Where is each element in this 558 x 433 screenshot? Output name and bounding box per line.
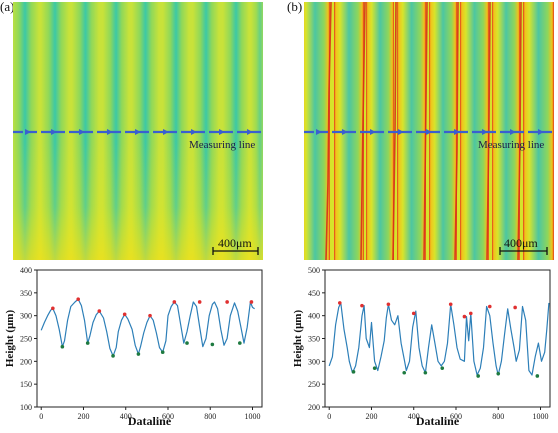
x-tick-label: 400: [408, 412, 420, 421]
scale-bar-a: [212, 247, 259, 255]
y-tick-label: 200: [20, 357, 32, 366]
x-tick-label: 0: [39, 412, 43, 421]
peak-marker: [462, 314, 467, 319]
peak-marker: [487, 304, 492, 309]
valley-marker: [111, 354, 115, 358]
height-profile-line: [328, 302, 550, 376]
height-map-a: Measuring line 400μm: [13, 2, 263, 260]
x-tick-label: 800: [492, 412, 504, 421]
peak-marker: [448, 302, 453, 307]
peak-marker: [76, 297, 80, 302]
y-axis-label: Height (μm): [292, 310, 304, 368]
plot-frame: [324, 269, 551, 408]
y-tick-label: 350: [308, 335, 320, 344]
peak-marker: [386, 302, 391, 307]
panel-label-b: (b): [287, 0, 303, 14]
height-map-b: Measuring line 400μm: [304, 2, 554, 260]
measuring-line-label-b: Measuring line: [478, 139, 544, 151]
valley-marker: [351, 370, 356, 374]
valley-marker: [238, 341, 242, 345]
y-tick-label: 150: [20, 380, 32, 389]
x-tick-label: 800: [204, 412, 216, 421]
y-tick-label: 300: [20, 312, 32, 321]
y-tick-label: 400: [308, 312, 320, 321]
height-profile-svg-b: 200 250 300 350 400 450 500 0 200 400 600 800 1000 Da…: [292, 266, 551, 428]
valley-marker: [476, 374, 480, 378]
panel-label-a: (a): [0, 0, 15, 14]
y-axis-label: Height (μm): [4, 310, 16, 368]
scale-bar-label-b: 400μm: [504, 236, 538, 250]
valley-marker: [402, 370, 407, 375]
scale-bar-b: [499, 247, 548, 255]
scale-bar-label-a: 400μm: [218, 236, 252, 250]
peak-marker: [411, 311, 416, 316]
y-tick-label: 100: [20, 403, 32, 412]
x-tick-label: 1000: [532, 412, 548, 421]
height-profile-chart-a: 100 150 200 250 300 350 400 0 200 400 600 800 1000 Da…: [0, 262, 270, 428]
x-axis-label: Dataline: [128, 414, 172, 428]
x-tick-label: 1000: [244, 412, 260, 421]
peak-marker: [360, 303, 364, 308]
valley-marker: [535, 374, 540, 378]
valley-marker: [440, 366, 445, 370]
x-tick-label: 400: [120, 412, 132, 421]
x-tick-label: 600: [162, 412, 174, 421]
measuring-line-a-arrows: [25, 129, 253, 135]
x-axis-label: Dataline: [416, 414, 460, 428]
height-profile-chart-b: 200 250 300 350 400 450 500 0 200 400 600 800 1000 Da…: [288, 262, 558, 428]
peak-marker: [468, 311, 473, 316]
valley-marker: [372, 366, 377, 370]
peak-marker: [337, 301, 342, 305]
y-tick-label: 250: [308, 380, 320, 389]
peak-marker: [513, 305, 517, 310]
y-tick-label: 250: [20, 335, 32, 344]
y-tick-label: 500: [308, 266, 320, 275]
valley-marker: [85, 341, 90, 345]
map-b-edges: [325, 2, 522, 260]
y-tick-label: 350: [20, 289, 32, 298]
y-tick-label: 450: [308, 289, 320, 298]
peak-marker: [122, 312, 127, 317]
valley-marker: [185, 341, 189, 345]
y-tick-label: 400: [20, 266, 32, 275]
map-a-bottom-band: [13, 142, 263, 260]
peak-marker: [197, 300, 202, 304]
measuring-line-b-arrows: [316, 129, 544, 135]
peak-marker: [172, 300, 177, 304]
peak-marker: [249, 300, 254, 304]
x-tick-label: 0: [327, 412, 331, 421]
height-profile-svg-a: 100 150 200 250 300 350 400 0 200 400 600 800 1000 Da…: [4, 266, 263, 428]
valley-marker: [136, 352, 141, 356]
y-tick-label: 300: [308, 357, 320, 366]
valley-marker: [496, 371, 501, 376]
measuring-line-label-a: Measuring line: [189, 139, 255, 151]
valley-marker: [160, 350, 165, 354]
x-tick-label: 200: [365, 412, 377, 421]
peak-marker: [97, 309, 102, 313]
x-tick-label: 600: [450, 412, 462, 421]
plot-frame: [36, 269, 263, 408]
valley-marker: [60, 344, 65, 349]
peak-marker: [148, 313, 152, 318]
valley-marker: [210, 342, 215, 347]
height-profile-line: [40, 298, 255, 357]
x-tick-label: 200: [77, 412, 89, 421]
peak-marker: [225, 300, 229, 304]
y-tick-label: 200: [308, 403, 320, 412]
peak-marker: [51, 306, 55, 311]
valley-marker: [423, 370, 428, 375]
